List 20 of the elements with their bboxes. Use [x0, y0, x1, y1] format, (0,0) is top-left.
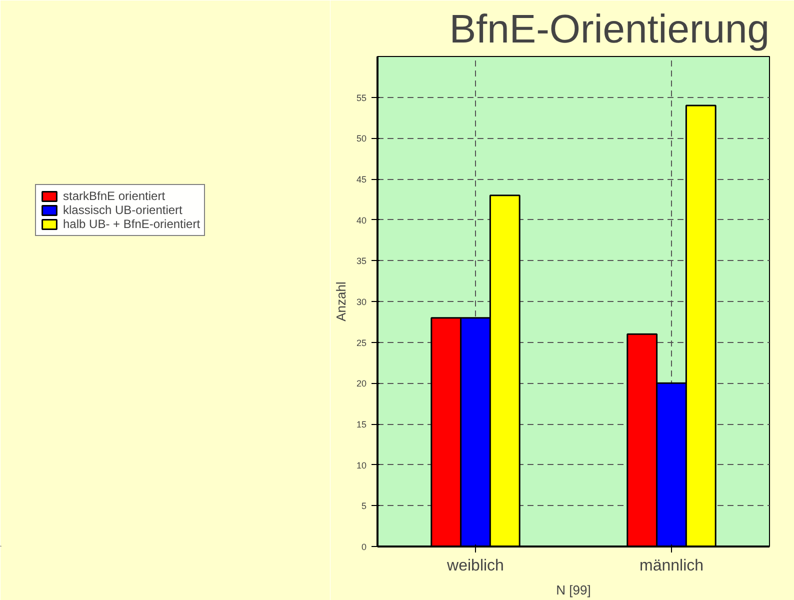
y-tick-label: 20	[356, 378, 367, 389]
y-tick-label: 10	[356, 460, 367, 470]
legend-label: klassisch UB-orientiert	[63, 203, 182, 217]
y-tick-label: 0	[361, 542, 367, 552]
y-tick-label: 55	[356, 92, 367, 103]
x-axis-title: N [99]	[556, 582, 591, 598]
y-tick-label: 50	[356, 134, 367, 144]
legend-label: halb UB- + BfnE-orientiert	[63, 217, 200, 231]
y-tick-label: 35	[356, 256, 367, 266]
y-tick-label: 15	[356, 420, 367, 430]
chart-title: BfnE-Orientierung	[449, 8, 770, 52]
y-tick-label: 25	[356, 338, 367, 348]
y-axis-title: Anzahl	[333, 282, 348, 322]
y-tick-label: 30	[356, 297, 367, 307]
x-tick-label: männlich	[639, 558, 704, 574]
x-tick-label: weiblich	[446, 558, 504, 574]
y-tick-label: 40	[356, 215, 367, 226]
y-tick-label: 5	[361, 501, 367, 512]
legend-label: starkBfnE orientiert	[63, 189, 166, 203]
y-tick-label: 45	[356, 174, 367, 184]
